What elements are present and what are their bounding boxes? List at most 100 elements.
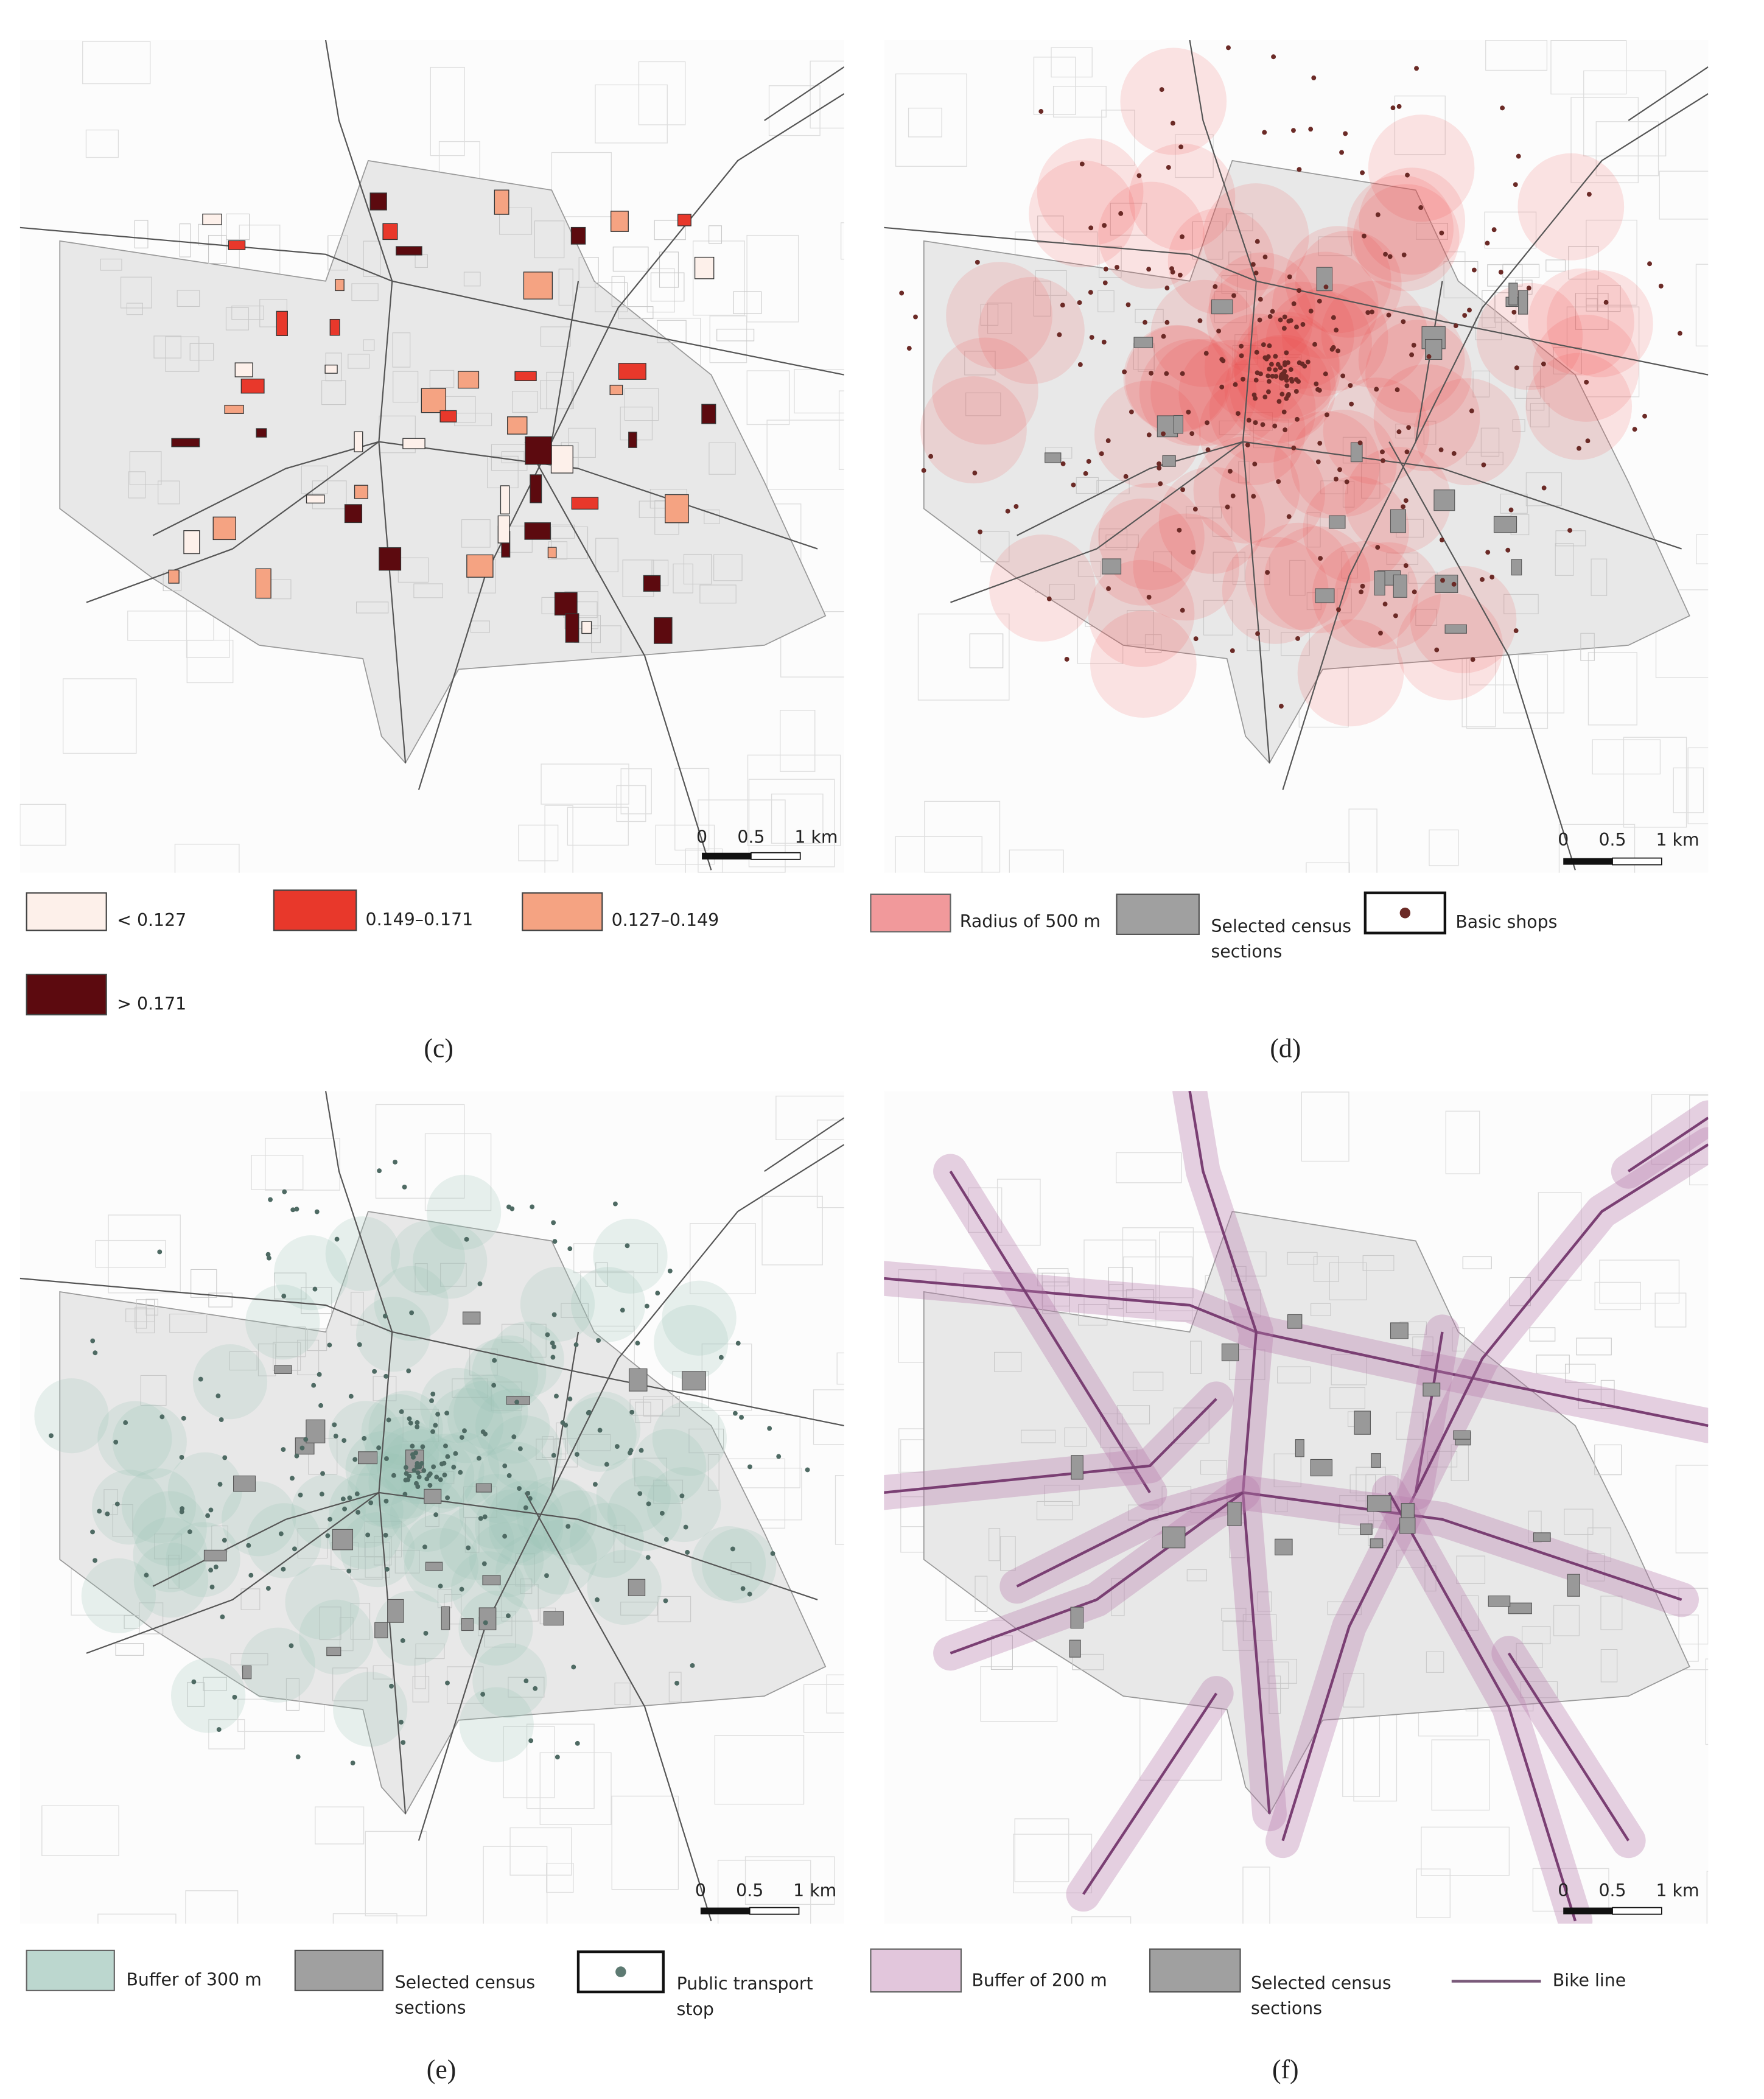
buffer-300m bbox=[34, 1378, 109, 1454]
block bbox=[134, 220, 149, 248]
buffer-300m bbox=[325, 1216, 400, 1292]
transport-stop bbox=[620, 1308, 625, 1313]
basic-shop bbox=[1295, 636, 1300, 641]
basic-shop bbox=[1288, 318, 1293, 323]
transport-stop bbox=[445, 1495, 450, 1501]
basic-shop bbox=[1267, 343, 1272, 348]
block bbox=[650, 272, 685, 302]
parcel bbox=[85, 129, 119, 158]
buffer-300m bbox=[516, 1476, 591, 1552]
parcel bbox=[1051, 47, 1093, 78]
basic-shop bbox=[1115, 265, 1119, 270]
block bbox=[707, 1454, 719, 1491]
basic-shop bbox=[1498, 270, 1503, 275]
basic-shop bbox=[1401, 252, 1407, 258]
block bbox=[1077, 561, 1101, 577]
block bbox=[611, 276, 625, 307]
census-section bbox=[421, 388, 447, 413]
buffer-300m bbox=[132, 1491, 207, 1566]
basic-shop bbox=[1089, 335, 1094, 340]
buffer-300m bbox=[478, 1442, 553, 1517]
basic-shop bbox=[1219, 384, 1225, 390]
parcel bbox=[208, 1719, 245, 1750]
parcel bbox=[1558, 824, 1636, 873]
basic-shop bbox=[928, 454, 934, 459]
basic-shop bbox=[1308, 309, 1314, 314]
transport-stop bbox=[312, 1286, 318, 1292]
block bbox=[1500, 494, 1528, 514]
basic-shop bbox=[1265, 373, 1271, 379]
buffer-300m bbox=[520, 1266, 595, 1342]
transport-stop bbox=[113, 1439, 119, 1445]
basic-shop bbox=[1279, 372, 1285, 377]
parcel bbox=[744, 1856, 835, 1905]
selected-section bbox=[1071, 1455, 1083, 1480]
selected-section bbox=[1533, 1532, 1551, 1542]
basic-shop bbox=[1438, 447, 1444, 452]
transport-stop bbox=[410, 1443, 415, 1449]
basic-shop bbox=[1485, 550, 1491, 555]
selected-section bbox=[425, 1561, 443, 1571]
block bbox=[1591, 558, 1608, 596]
block bbox=[154, 1533, 182, 1560]
basic-shop bbox=[1305, 359, 1311, 365]
radius-500m bbox=[1273, 411, 1380, 519]
basic-shop bbox=[1469, 408, 1474, 413]
block bbox=[1213, 506, 1233, 537]
parcel bbox=[97, 1913, 177, 1924]
transport-stop bbox=[348, 1393, 354, 1399]
basic-shop bbox=[1360, 583, 1365, 589]
basic-shop bbox=[1178, 144, 1184, 150]
block bbox=[987, 303, 1012, 334]
parcel bbox=[1595, 121, 1659, 177]
block bbox=[515, 1553, 535, 1586]
legend-swatch bbox=[870, 893, 951, 933]
selected-section bbox=[1275, 1538, 1293, 1555]
radius-500m bbox=[1209, 252, 1315, 360]
selected-section bbox=[475, 1483, 492, 1493]
parcel bbox=[546, 1862, 574, 1893]
transport-stop bbox=[732, 1410, 738, 1416]
legend-label: Selected census bbox=[1251, 1973, 1391, 1993]
basic-shop bbox=[1312, 342, 1317, 347]
basic-shop bbox=[1516, 153, 1521, 159]
parcel bbox=[816, 1120, 844, 1208]
transport-stop bbox=[319, 1491, 324, 1497]
transport-stop bbox=[187, 1529, 192, 1535]
block bbox=[1289, 559, 1306, 596]
radius-500m bbox=[1533, 314, 1639, 422]
selected-section bbox=[1162, 455, 1176, 467]
basic-shop bbox=[1230, 493, 1236, 499]
transport-stop bbox=[208, 1507, 214, 1513]
transport-stop bbox=[401, 1740, 406, 1745]
transport-stop bbox=[159, 1414, 165, 1420]
selected-section bbox=[1371, 1453, 1381, 1468]
transport-stop bbox=[533, 1686, 538, 1691]
transport-stop bbox=[637, 1491, 643, 1496]
basic-shop bbox=[1213, 284, 1218, 289]
transport-stop bbox=[222, 1455, 228, 1460]
basic-shop bbox=[1273, 367, 1278, 373]
radius-500m bbox=[1517, 153, 1625, 261]
parcel bbox=[1421, 1826, 1510, 1876]
block bbox=[1099, 245, 1122, 278]
basic-shop bbox=[1276, 399, 1282, 404]
transport-stop bbox=[511, 1434, 517, 1440]
basic-shop bbox=[1260, 422, 1265, 427]
basic-shop bbox=[1370, 309, 1374, 315]
block bbox=[153, 335, 181, 359]
block bbox=[393, 371, 419, 403]
transport-stop bbox=[683, 1524, 688, 1530]
block bbox=[240, 1588, 261, 1610]
block bbox=[1242, 1614, 1277, 1641]
basic-shop bbox=[1226, 45, 1231, 51]
basic-shop bbox=[1143, 320, 1147, 325]
block bbox=[520, 1579, 533, 1594]
basic-shop bbox=[1253, 270, 1259, 276]
basic-shop bbox=[1146, 432, 1152, 438]
block bbox=[1343, 1673, 1365, 1708]
basic-shop bbox=[1264, 356, 1269, 362]
transport-stop bbox=[414, 1481, 419, 1486]
buffer-300m bbox=[596, 1458, 671, 1533]
basic-shop bbox=[1253, 420, 1258, 426]
